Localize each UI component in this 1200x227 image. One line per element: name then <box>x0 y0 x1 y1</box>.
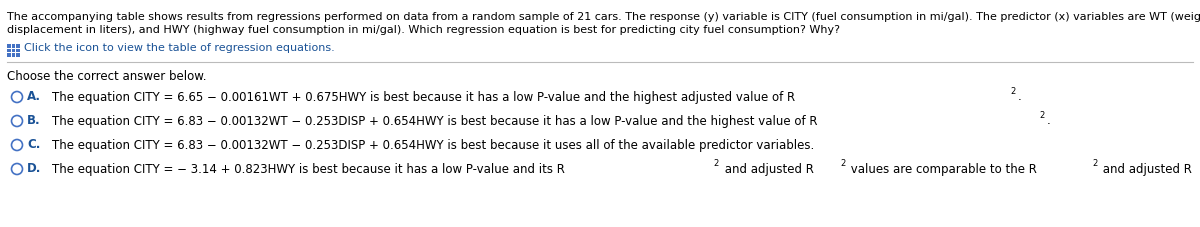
Text: .: . <box>1018 91 1021 104</box>
Text: The accompanying table shows results from regressions performed on data from a r: The accompanying table shows results fro… <box>7 12 1200 22</box>
Bar <box>7 49 11 52</box>
Text: 2: 2 <box>840 160 846 168</box>
Text: The equation CITY = 6.83 − 0.00132WT − 0.253DISP + 0.654HWY is best because it u: The equation CITY = 6.83 − 0.00132WT − 0… <box>52 138 815 151</box>
Text: displacement in liters), and HWY (highway fuel consumption in mi/gal). Which reg: displacement in liters), and HWY (highwa… <box>7 25 840 35</box>
Text: 2: 2 <box>1039 111 1045 121</box>
Text: 2: 2 <box>1010 87 1016 96</box>
Text: C.: C. <box>28 138 41 151</box>
Text: .: . <box>1046 114 1050 128</box>
Bar <box>12 44 16 47</box>
Bar <box>12 53 16 57</box>
Text: 2: 2 <box>1092 160 1098 168</box>
Text: The equation CITY = 6.83 − 0.00132WT − 0.253DISP + 0.654HWY is best because it h: The equation CITY = 6.83 − 0.00132WT − 0… <box>52 114 817 128</box>
Text: 2: 2 <box>714 160 719 168</box>
Text: D.: D. <box>28 163 41 175</box>
Text: Choose the correct answer below.: Choose the correct answer below. <box>7 70 206 83</box>
Text: The equation CITY = 6.65 − 0.00161WT + 0.675HWY is best because it has a low P-v: The equation CITY = 6.65 − 0.00161WT + 0… <box>52 91 796 104</box>
Bar <box>17 53 20 57</box>
Text: and adjusted R: and adjusted R <box>720 163 814 175</box>
Text: and adjusted R: and adjusted R <box>1099 163 1192 175</box>
Bar <box>17 44 20 47</box>
Text: The equation CITY = − 3.14 + 0.823HWY is best because it has a low P-value and i: The equation CITY = − 3.14 + 0.823HWY is… <box>52 163 565 175</box>
Text: A.: A. <box>28 91 41 104</box>
Text: B.: B. <box>28 114 41 128</box>
Bar <box>17 49 20 52</box>
Text: Click the icon to view the table of regression equations.: Click the icon to view the table of regr… <box>24 43 335 53</box>
Text: values are comparable to the R: values are comparable to the R <box>847 163 1037 175</box>
Bar <box>12 49 16 52</box>
Bar <box>7 53 11 57</box>
Bar <box>7 44 11 47</box>
